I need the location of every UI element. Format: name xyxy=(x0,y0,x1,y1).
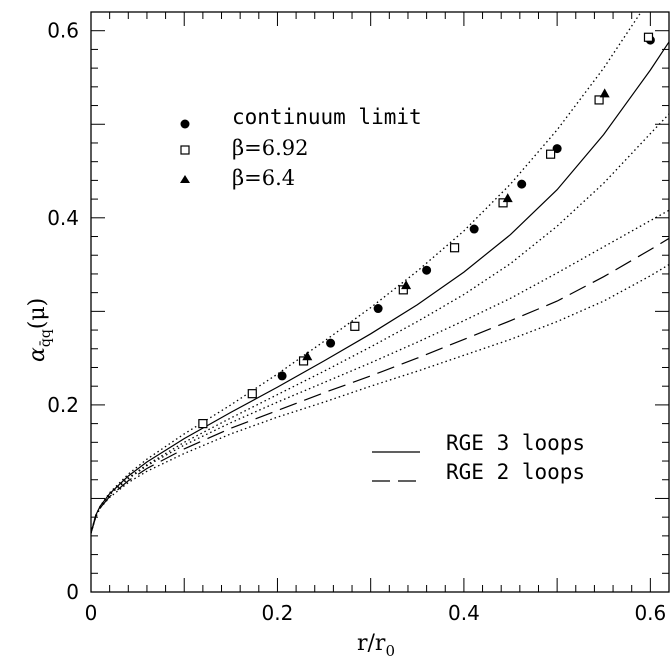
legend-marker-triangle xyxy=(180,175,190,183)
y-tick-label: 0.4 xyxy=(47,206,79,230)
data-point-square xyxy=(350,321,360,331)
legend-marker-square xyxy=(180,145,190,155)
legend-marker-circle xyxy=(180,119,190,129)
x-axis-title: r/r0 xyxy=(357,631,395,660)
curve-dotted-1 xyxy=(91,12,642,534)
legend-item-beta-64: β=6.4 xyxy=(180,166,295,190)
data-point-circle xyxy=(422,265,432,275)
curve-dotted-3 xyxy=(91,209,669,534)
legend-item-beta-692: β=6.92 xyxy=(180,136,309,160)
plot-frame xyxy=(90,11,670,593)
data-point-circle xyxy=(373,304,383,314)
legend-item-rge3: RGE 3 loops xyxy=(372,431,585,455)
y-tick-label: 0.6 xyxy=(47,19,79,43)
data-point-triangle xyxy=(502,193,513,203)
data-point-square xyxy=(198,419,208,429)
data-point-square xyxy=(498,198,508,208)
data-point-circle xyxy=(469,224,479,234)
legend-label-beta-692: β=6.92 xyxy=(232,136,309,160)
curve-dashed-4 xyxy=(91,237,669,534)
y-tick-label: 0.2 xyxy=(47,393,79,417)
data-point-triangle xyxy=(599,88,610,98)
data-point-square xyxy=(298,356,309,366)
legend-lines: RGE 3 loops RGE 2 loops xyxy=(372,431,585,484)
y-tick-label: 0 xyxy=(66,580,79,604)
curve-dotted-5 xyxy=(91,264,669,534)
data-point-square xyxy=(247,389,257,399)
data-point-square xyxy=(643,32,654,42)
legend-item-rge2: RGE 2 loops xyxy=(372,460,585,484)
data-point-triangle xyxy=(302,351,313,361)
data-point-circle xyxy=(277,371,287,381)
legend-label-rge2: RGE 2 loops xyxy=(446,460,585,484)
legend-label-beta-64: β=6.4 xyxy=(232,166,295,190)
x-tick-label: 0.6 xyxy=(634,601,666,625)
data-point-square xyxy=(449,243,460,253)
data-point-triangle xyxy=(401,280,412,290)
data-point-circle xyxy=(517,179,527,189)
data-point-circle xyxy=(326,338,336,348)
x-tick-label: 0.2 xyxy=(262,601,294,625)
legend-points: continuum limit β=6.92 β=6.4 xyxy=(180,105,422,190)
y-axis-title: αq̄q(μ) xyxy=(25,298,54,362)
legend-label-continuum: continuum limit xyxy=(232,105,422,129)
x-tick-label: 0 xyxy=(85,601,98,625)
legend-label-rge3: RGE 3 loops xyxy=(446,431,585,455)
data-point-square xyxy=(546,149,556,159)
x-tick-label: 0.4 xyxy=(448,601,480,625)
legend-item-continuum: continuum limit xyxy=(180,105,422,129)
data-point-square xyxy=(594,95,604,105)
